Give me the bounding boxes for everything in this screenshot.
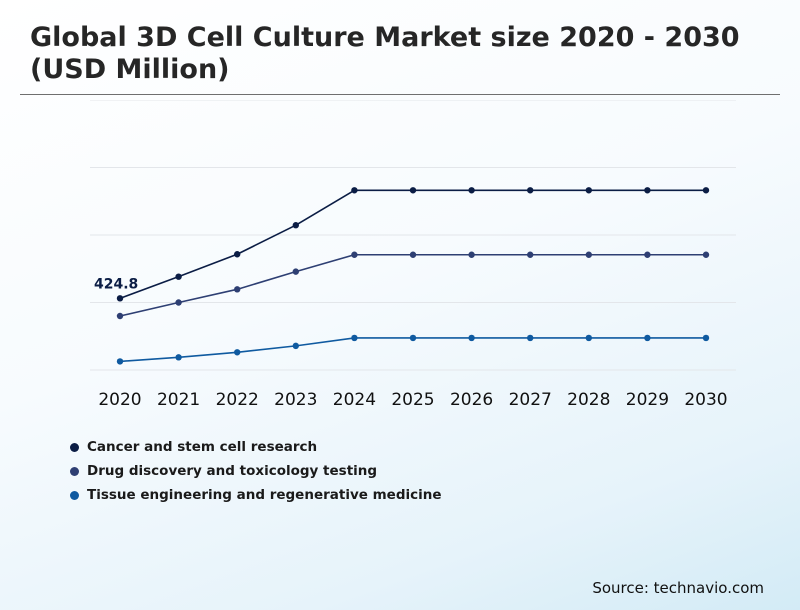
data-point-s1-2023 <box>292 222 299 229</box>
line-chart: 424.8 2020 2021 2022 2023 2024 2025 2026 2027 20… <box>90 100 736 410</box>
data-point-s3-2024 <box>351 334 358 342</box>
legend-label: Tissue engineering and regenerative medi… <box>87 487 442 503</box>
data-point-s3-2026 <box>468 334 475 342</box>
data-point-s1-2021 <box>175 273 182 280</box>
legend-label: Cancer and stem cell research <box>87 439 318 455</box>
data-point-s1-2020 <box>116 295 124 302</box>
x-tick-label: 2030 <box>684 390 727 410</box>
x-tick-label: 2021 <box>157 390 200 410</box>
legend-item: Cancer and stem cell research <box>70 435 442 459</box>
x-tick-label: 2027 <box>509 390 552 410</box>
data-point-s3-2020 <box>116 358 124 365</box>
data-point-s3-2025 <box>409 334 417 342</box>
legend-marker-icon <box>70 442 79 452</box>
data-point-s1-2030 <box>702 187 710 194</box>
gridlines <box>90 100 736 371</box>
series-line-2 <box>119 253 706 317</box>
chart-title: Global 3D Cell Culture Market size 2020 … <box>30 22 740 85</box>
data-point-s2-2021 <box>175 299 182 306</box>
source-credit: Source: technavio.com <box>592 579 764 597</box>
data-point-s1-2022 <box>234 251 241 258</box>
data-point-s1-2026 <box>468 187 475 194</box>
x-tick-label: 2028 <box>567 390 610 410</box>
data-point-s2-2024 <box>351 251 358 258</box>
x-tick-label: 2024 <box>333 390 376 410</box>
data-point-s2-2023 <box>292 268 299 275</box>
legend: Cancer and stem cell research Drug discov… <box>70 435 442 507</box>
data-point-s2-2026 <box>468 251 475 258</box>
legend-marker-icon <box>70 490 79 500</box>
data-point-s3-2021 <box>175 354 182 361</box>
data-label: 424.8 <box>94 276 138 292</box>
data-points <box>116 187 710 365</box>
x-tick-label: 2025 <box>391 390 434 410</box>
x-tick-label: 2026 <box>450 390 493 410</box>
data-point-s3-2023 <box>292 342 299 350</box>
data-point-s3-2030 <box>702 334 710 342</box>
legend-item: Drug discovery and toxicology testing <box>70 459 442 483</box>
x-axis-ticks: 2020 2021 2022 2023 2024 2025 2026 2027 2028 2029… <box>98 390 727 410</box>
data-point-s2-2020 <box>116 312 124 320</box>
data-point-s3-2022 <box>234 349 241 356</box>
series-line-1 <box>119 189 706 300</box>
legend-item: Tissue engineering and regenerative medi… <box>70 483 442 507</box>
data-point-s2-2027 <box>527 251 534 258</box>
title-divider <box>20 94 780 95</box>
x-tick-label: 2029 <box>626 390 669 410</box>
data-point-s1-2027 <box>527 187 534 194</box>
data-point-s2-2030 <box>702 251 710 258</box>
data-point-s2-2022 <box>234 286 241 293</box>
legend-marker-icon <box>70 466 79 476</box>
legend-label: Drug discovery and toxicology testing <box>87 463 378 479</box>
data-labels: 424.8 <box>94 276 138 292</box>
data-point-s2-2028 <box>585 251 592 258</box>
series-line-3 <box>119 337 706 363</box>
data-point-s1-2029 <box>644 187 651 194</box>
data-point-s1-2025 <box>409 187 417 194</box>
data-point-s2-2025 <box>409 251 417 258</box>
x-tick-label: 2023 <box>274 390 317 410</box>
data-point-s2-2029 <box>644 251 651 258</box>
data-point-s3-2029 <box>644 334 651 342</box>
x-tick-label: 2022 <box>216 390 259 410</box>
data-point-s1-2028 <box>585 187 592 194</box>
data-point-s3-2028 <box>585 334 592 342</box>
x-tick-label: 2020 <box>98 390 141 410</box>
data-point-s3-2027 <box>527 334 534 342</box>
data-point-s1-2024 <box>351 187 358 194</box>
